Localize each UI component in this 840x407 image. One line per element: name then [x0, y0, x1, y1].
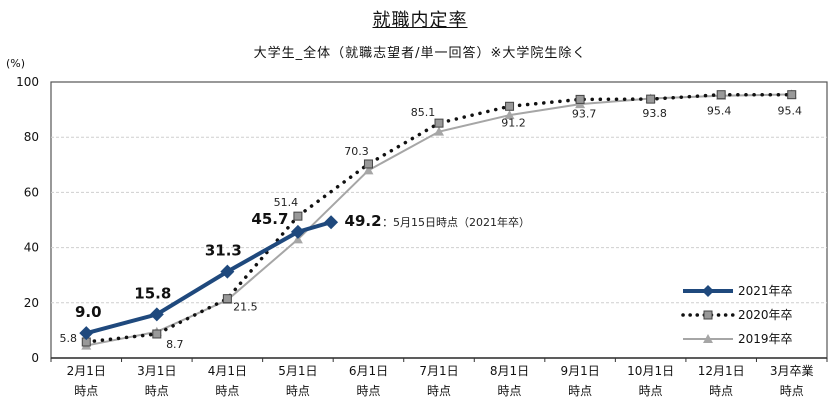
y-tick-label: 40: [24, 241, 39, 255]
x-tick-label: 時点: [568, 384, 592, 398]
data-label-2021: 49.2: [345, 212, 382, 230]
square-marker: [434, 118, 444, 128]
x-tick-label: 10月1日: [627, 364, 674, 378]
x-tick-label: 時点: [780, 384, 804, 398]
x-tick-label: 時点: [498, 384, 522, 398]
triangle-marker: [363, 165, 374, 175]
diamond-marker: [290, 224, 305, 239]
square-marker: [293, 211, 303, 221]
diamond-marker: [220, 264, 235, 279]
data-label-2021: 45.7: [251, 210, 288, 228]
y-tick-label: 100: [16, 75, 39, 89]
y-tick-label: 0: [31, 351, 39, 365]
annotation-may15: ：5月15日時点（2021年卒）: [382, 215, 530, 229]
y-axis-unit: (%): [6, 57, 26, 70]
legend-label-2020: 2020年卒: [738, 308, 793, 322]
x-tick-label: 時点: [145, 384, 169, 398]
series-2021-line: [85, 220, 332, 336]
x-tick-label: 時点: [215, 384, 239, 398]
diamond-marker: [79, 326, 94, 341]
square-marker: [575, 94, 585, 104]
data-label-2020: 5.8: [60, 332, 78, 345]
legend-label-2021: 2021年卒: [738, 284, 793, 298]
data-label-2021: 15.8: [134, 284, 171, 302]
data-label-2020: 93.7: [572, 107, 597, 120]
data-label-2020: 8.7: [166, 338, 184, 351]
x-tick-label: 5月1日: [278, 364, 317, 378]
diamond-marker: [324, 215, 339, 230]
x-tick-label: 7月1日: [419, 364, 458, 378]
x-tick-label: 2月1日: [67, 364, 106, 378]
square-marker: [505, 101, 515, 111]
data-label-2020: 85.1: [411, 106, 436, 119]
x-tick-label: 6月1日: [349, 364, 388, 378]
x-tick-label: 時点: [639, 384, 663, 398]
data-label-2020: 95.4: [777, 105, 802, 118]
data-label-2020: 51.4: [274, 196, 299, 209]
x-tick-label: 時点: [427, 384, 451, 398]
chart-title: 就職内定率: [372, 10, 468, 31]
y-tick-label: 80: [24, 130, 39, 144]
legend-label-2019: 2019年卒: [738, 332, 793, 346]
square-marker: [152, 329, 162, 339]
square-marker: [716, 90, 726, 100]
data-label-2020: 21.5: [233, 301, 258, 314]
x-tick-label: 時点: [356, 384, 380, 398]
data-label-2020: 93.8: [642, 107, 667, 120]
y-tick-label: 20: [24, 296, 39, 310]
legend-2021-diamond-icon: [702, 285, 714, 297]
data-label-2020: 95.4: [707, 105, 732, 118]
legend-2020-square-icon: [703, 310, 713, 320]
x-tick-label: 3月卒業: [770, 364, 814, 378]
triangle-marker: [434, 126, 444, 136]
x-tick-label: 時点: [286, 384, 310, 398]
x-tick-label: 9月1日: [560, 364, 599, 378]
square-marker: [222, 294, 232, 304]
data-label-2021: 9.0: [75, 303, 102, 321]
square-marker: [363, 159, 373, 169]
square-marker: [787, 90, 797, 100]
data-label-2021: 31.3: [205, 242, 242, 260]
x-tick-label: 8月1日: [490, 364, 529, 378]
y-tick-label: 60: [24, 185, 39, 199]
chart-subtitle: 大学生_全体（就職志望者/単一回答）※大学院生除く: [253, 46, 587, 61]
x-tick-label: 3月1日: [137, 364, 176, 378]
diamond-marker: [149, 307, 164, 322]
x-tick-label: 時点: [709, 384, 733, 398]
square-marker: [646, 94, 656, 104]
x-tick-label: 12月1日: [698, 364, 745, 378]
x-tick-label: 4月1日: [208, 364, 247, 378]
legend-2019-triangle-icon: [703, 334, 713, 343]
x-tick-label: 時点: [74, 384, 98, 398]
data-label-2020: 70.3: [344, 145, 369, 158]
data-label-2020: 91.2: [501, 116, 526, 129]
triangle-marker: [504, 110, 515, 120]
